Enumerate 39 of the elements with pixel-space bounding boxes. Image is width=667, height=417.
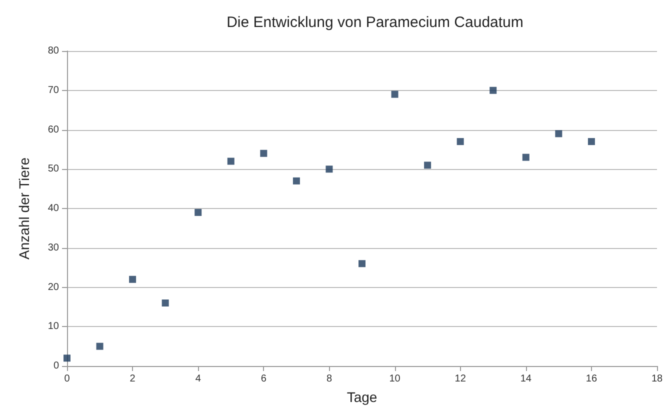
x-tick-label: 2 [130,374,136,384]
point [64,354,70,362]
point [129,276,136,283]
point [358,260,366,268]
y-tick-label: 0 [53,360,60,372]
point [227,158,234,165]
y-tick-label: 60 [48,124,60,136]
point [424,162,432,169]
y-tick-label: 40 [48,203,60,214]
x-tick-label: 18 [651,374,663,384]
x-tick-label: 0 [64,374,70,384]
point [260,150,268,157]
x-tick-label: 10 [389,374,401,384]
x-axis-title: Tage [346,389,378,405]
y-axis-title: Anzahl der Tiere [16,157,32,260]
y-tick-label: 80 [48,46,60,56]
chart-title: Die Entwicklung von Paramecium Caudatum [226,14,524,31]
y-tick-label: 20 [48,282,60,293]
point [588,138,595,146]
point [162,300,169,306]
x-tick-label: 6 [260,374,267,384]
point [194,208,202,216]
point [490,86,497,94]
point [292,177,300,184]
point [555,130,562,138]
point [456,138,464,146]
y-tick-label: 50 [48,164,60,175]
point [96,342,104,350]
y-tick-label: 10 [48,321,60,332]
y-tick-label: 30 [48,242,60,254]
x-tick-label: 8 [326,374,332,384]
point [522,154,530,161]
x-tick-label: 12 [454,374,466,384]
point [326,166,333,173]
x-tick-label: 14 [520,374,532,384]
x-tick-label: 4 [195,374,202,384]
x-tick-label: 16 [586,374,598,384]
y-tick-label: 70 [48,84,60,96]
point [391,90,398,98]
